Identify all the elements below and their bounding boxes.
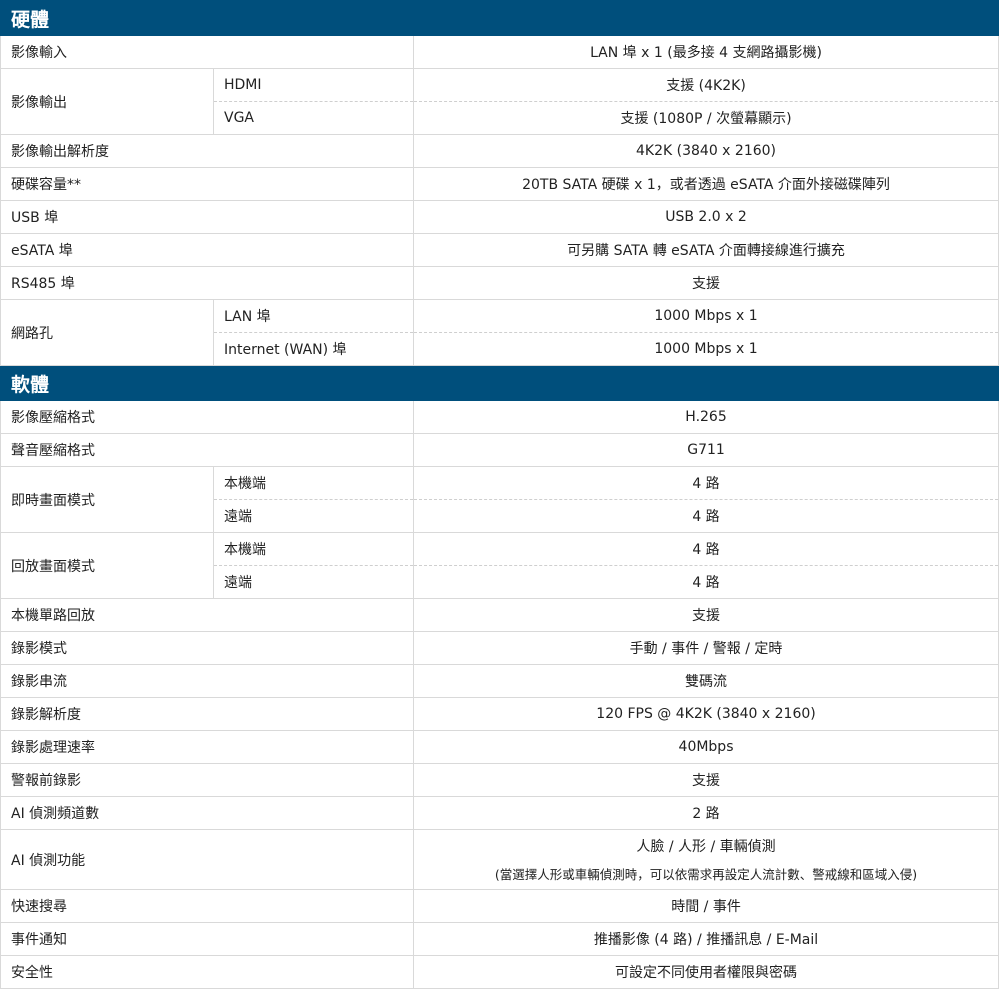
- spec-label: 硬碟容量**: [0, 167, 414, 201]
- spec-value: H.265: [412, 400, 1000, 434]
- spec-sub-label: 本機端: [213, 532, 414, 566]
- section-title: 硬體: [0, 0, 1000, 36]
- spec-label: 快速搜尋: [0, 889, 414, 923]
- spec-value: 1000 Mbps x 1: [412, 299, 1000, 333]
- spec-sub-label: 本機端: [213, 466, 414, 500]
- table-row: 警報前錄影 支援: [0, 763, 1000, 797]
- spec-value: 支援 (1080P / 次螢幕顯示): [412, 101, 1000, 135]
- spec-label: 安全性: [0, 955, 414, 989]
- spec-value: 4 路: [412, 466, 1000, 500]
- spec-value-text: 人臉 / 人形 / 車輛偵測: [636, 839, 776, 855]
- spec-value: 4 路: [412, 565, 1000, 599]
- spec-label: 錄影處理速率: [0, 730, 414, 764]
- table-row: 即時畫面模式 本機端 4 路: [0, 466, 1000, 533]
- spec-label: 即時畫面模式: [0, 466, 214, 533]
- spec-label: RS485 埠: [0, 266, 414, 300]
- spec-label: 影像輸出解析度: [0, 134, 414, 168]
- spec-sub-label: VGA: [213, 101, 414, 135]
- spec-label: 影像輸入: [0, 35, 414, 69]
- spec-value: 20TB SATA 硬碟 x 1，或者透過 eSATA 介面外接磁碟陣列: [412, 167, 1000, 201]
- spec-label: AI 偵測頻道數: [0, 796, 414, 830]
- table-row: 影像輸出解析度 4K2K (3840 x 2160): [0, 134, 1000, 168]
- spec-label: 錄影模式: [0, 631, 414, 665]
- table-row: eSATA 埠可另購 SATA 轉 eSATA 介面轉接線進行擴充: [0, 233, 1000, 267]
- table-row: AI 偵測功能 人臉 / 人形 / 車輛偵測 (當選擇人形或車輛偵測時，可以依需求再…: [0, 829, 1000, 890]
- spec-label: 錄影解析度: [0, 697, 414, 731]
- spec-label: 影像輸出: [0, 68, 214, 135]
- spec-value: 可設定不同使用者權限與密碼: [412, 955, 1000, 989]
- table-row: 安全性 可設定不同使用者權限與密碼: [0, 955, 1000, 989]
- spec-value: 支援: [412, 598, 1000, 632]
- table-row: 影像壓縮格式 H.265: [0, 400, 1000, 434]
- spec-value: 2 路: [412, 796, 1000, 830]
- table-row: 本機單路回放 支援: [0, 598, 1000, 632]
- table-row: 錄影解析度 120 FPS @ 4K2K (3840 x 2160): [0, 697, 1000, 731]
- spec-value: 120 FPS @ 4K2K (3840 x 2160): [412, 697, 1000, 731]
- table-row: 硬碟容量** 20TB SATA 硬碟 x 1，或者透過 eSATA 介面外接磁碟…: [0, 167, 1000, 201]
- spec-value: 推播影像 (4 路) / 推播訊息 / E-Mail: [412, 922, 1000, 956]
- spec-label: 影像壓縮格式: [0, 400, 414, 434]
- table-row: Internet (WAN) 埠 1000 Mbps x 1: [1, 332, 1000, 366]
- spec-value: 4K2K (3840 x 2160): [412, 134, 1000, 168]
- section-header-row: 硬體: [0, 0, 1000, 36]
- spec-label: 聲音壓縮格式: [0, 433, 414, 467]
- table-row: 網路孔 LAN 埠 1000 Mbps x 1: [0, 299, 1000, 366]
- table-row: USB 埠 USB 2.0 x 2: [0, 200, 1000, 234]
- spec-label: 警報前錄影: [0, 763, 414, 797]
- table-row: 聲音壓縮格式 G711: [0, 433, 1000, 467]
- table-row: 遠端 4 路: [1, 565, 1000, 599]
- spec-value: USB 2.0 x 2: [412, 200, 1000, 234]
- table-row: 影像輸入 LAN 埠 x 1 (最多接 4 支網路攝影機): [0, 35, 1000, 69]
- spec-sub-label: HDMI: [213, 68, 414, 102]
- spec-label: USB 埠: [0, 200, 414, 234]
- spec-sub-label: Internet (WAN) 埠: [213, 332, 414, 366]
- spec-value: 人臉 / 人形 / 車輛偵測 (當選擇人形或車輛偵測時，可以依需求再設定人流計數、…: [412, 829, 1000, 890]
- spec-value: 時間 / 事件: [412, 889, 1000, 923]
- spec-value: 1000 Mbps x 1: [412, 332, 1000, 366]
- spec-value: 4 路: [412, 532, 1000, 566]
- spec-value: 支援: [412, 763, 1000, 797]
- spec-value: 可另購 SATA 轉 eSATA 介面轉接線進行擴充: [412, 233, 1000, 267]
- spec-value: 支援: [412, 266, 1000, 300]
- table-row: 錄影處理速率 40Mbps: [0, 730, 1000, 764]
- table-row: 事件通知 推播影像 (4 路) / 推播訊息 / E-Mail: [0, 922, 1000, 956]
- table-row: 快速搜尋 時間 / 事件: [0, 889, 1000, 923]
- spec-label: 錄影串流: [0, 664, 414, 698]
- table-row: 錄影串流 雙碼流: [0, 664, 1000, 698]
- spec-value: 40Mbps: [412, 730, 1000, 764]
- section-title: 軟體: [0, 365, 1000, 401]
- spec-value-note: (當選擇人形或車輛偵測時，可以依需求再設定人流計數、警戒線和區域入侵): [494, 867, 918, 882]
- spec-sub-label: 遠端: [213, 499, 414, 533]
- spec-value: 支援 (4K2K): [412, 68, 1000, 102]
- table-row: 回放畫面模式 本機端 4 路: [0, 532, 1000, 599]
- spec-value: LAN 埠 x 1 (最多接 4 支網路攝影機): [412, 35, 1000, 69]
- spec-value: 4 路: [412, 499, 1000, 533]
- spec-sub-label: 遠端: [213, 565, 414, 599]
- table-row: 錄影模式 手動 / 事件 / 警報 / 定時: [0, 631, 1000, 665]
- spec-label: 本機單路回放: [0, 598, 414, 632]
- section-header-row: 軟體: [0, 365, 1000, 401]
- table-row: 影像輸出 HDMI 支援 (4K2K): [0, 68, 1000, 135]
- spec-label: 回放畫面模式: [0, 532, 214, 599]
- table-row: VGA 支援 (1080P / 次螢幕顯示): [1, 101, 1000, 135]
- table-row: RS485 埠支援: [0, 266, 1000, 300]
- spec-sub-label: LAN 埠: [213, 299, 414, 333]
- spec-value: 雙碼流: [412, 664, 1000, 698]
- spec-label: 事件通知: [0, 922, 414, 956]
- spec-label: AI 偵測功能: [0, 829, 414, 890]
- table-row: AI 偵測頻道數 2 路: [0, 796, 1000, 830]
- table-row: 遠端 4 路: [1, 499, 1000, 533]
- spec-value: G711: [412, 433, 1000, 467]
- spec-label: 網路孔: [0, 299, 214, 366]
- spec-value: 手動 / 事件 / 警報 / 定時: [412, 631, 1000, 665]
- spec-label: eSATA 埠: [0, 233, 414, 267]
